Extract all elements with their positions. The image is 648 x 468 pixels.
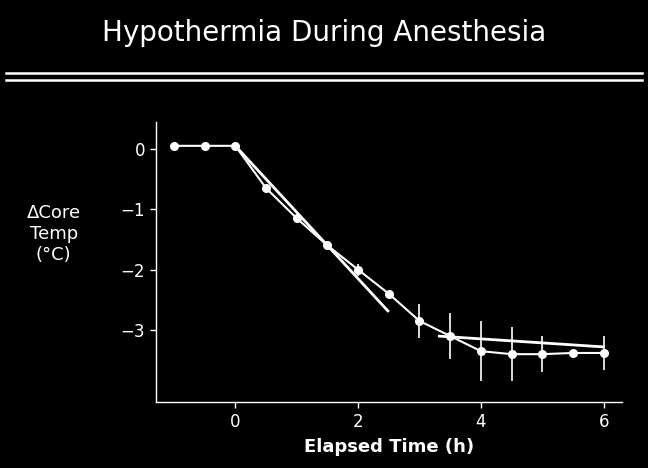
- Text: Hypothermia During Anesthesia: Hypothermia During Anesthesia: [102, 19, 546, 47]
- Y-axis label: ΔCore
Temp
(°C): ΔCore Temp (°C): [27, 204, 81, 264]
- X-axis label: Elapsed Time (h): Elapsed Time (h): [304, 438, 474, 456]
